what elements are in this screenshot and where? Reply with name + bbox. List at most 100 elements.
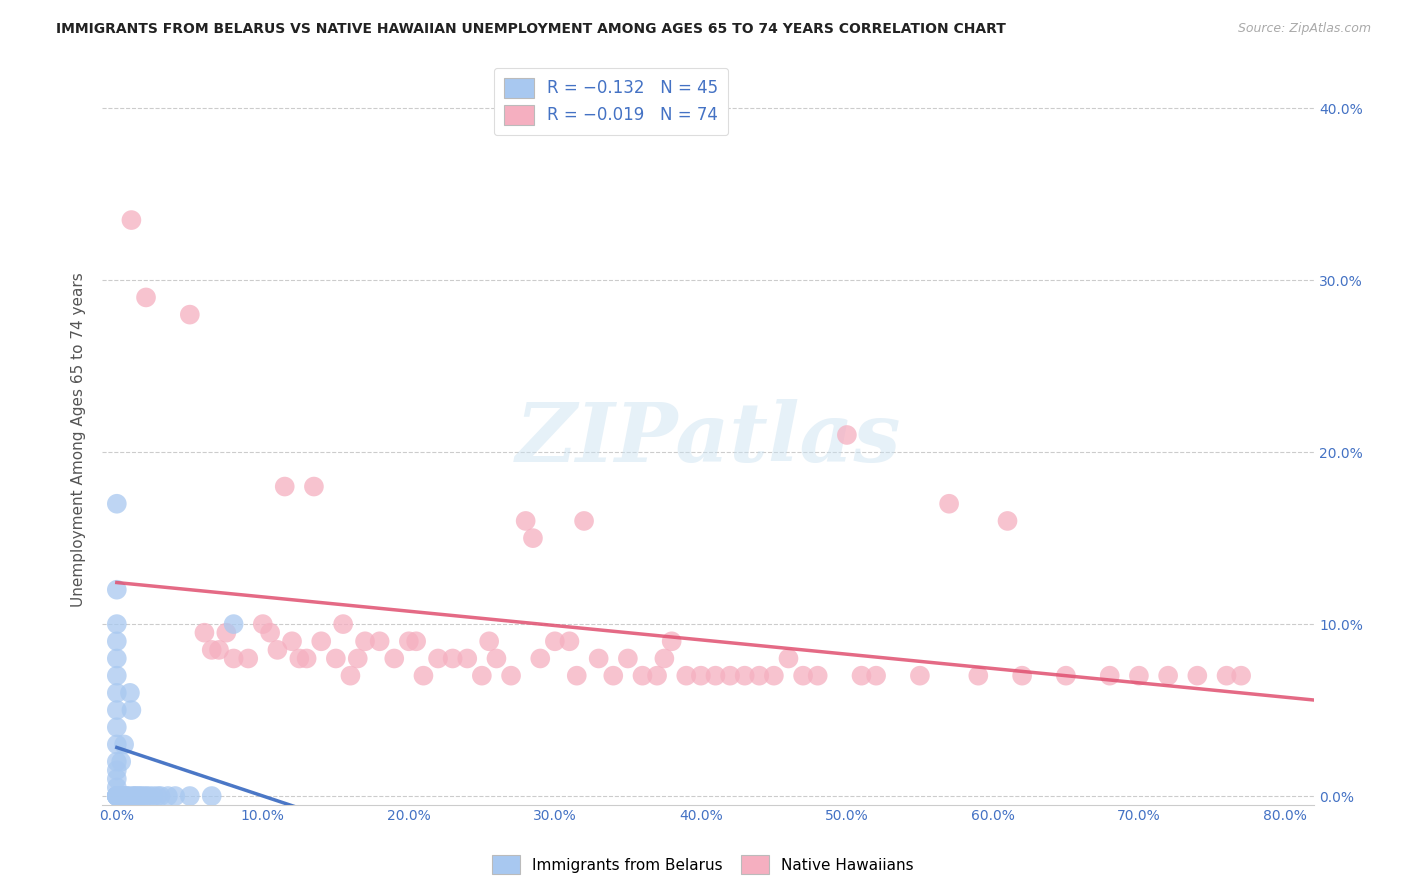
Point	[704, 668, 727, 682]
Point	[238, 651, 260, 665]
Point	[105, 789, 128, 803]
Point	[111, 789, 134, 803]
Point	[135, 789, 157, 803]
Point	[851, 668, 873, 682]
Point	[117, 789, 139, 803]
Point	[368, 634, 391, 648]
Point	[288, 651, 311, 665]
Point	[654, 651, 676, 665]
Point	[105, 789, 128, 803]
Point	[105, 703, 128, 717]
Point	[105, 780, 128, 795]
Point	[346, 651, 368, 665]
Point	[835, 428, 858, 442]
Point	[908, 668, 931, 682]
Point	[1098, 668, 1121, 682]
Y-axis label: Unemployment Among Ages 65 to 74 years: Unemployment Among Ages 65 to 74 years	[72, 272, 86, 607]
Point	[675, 668, 697, 682]
Point	[118, 686, 141, 700]
Point	[565, 668, 588, 682]
Point	[266, 643, 288, 657]
Point	[124, 789, 146, 803]
Point	[602, 668, 624, 682]
Point	[398, 634, 420, 648]
Point	[208, 643, 231, 657]
Text: Source: ZipAtlas.com: Source: ZipAtlas.com	[1237, 22, 1371, 36]
Point	[110, 755, 132, 769]
Point	[105, 789, 128, 803]
Point	[146, 789, 169, 803]
Point	[938, 497, 960, 511]
Point	[441, 651, 464, 665]
Point	[156, 789, 179, 803]
Point	[252, 617, 274, 632]
Point	[105, 738, 128, 752]
Point	[332, 617, 354, 632]
Point	[259, 625, 281, 640]
Point	[718, 668, 741, 682]
Point	[529, 651, 551, 665]
Point	[865, 668, 887, 682]
Point	[485, 651, 508, 665]
Point	[274, 479, 297, 493]
Point	[105, 789, 128, 803]
Point	[135, 290, 157, 304]
Point	[302, 479, 325, 493]
Point	[471, 668, 494, 682]
Point	[631, 668, 654, 682]
Point	[149, 789, 172, 803]
Point	[1011, 668, 1033, 682]
Point	[105, 720, 128, 734]
Point	[105, 789, 128, 803]
Point	[105, 634, 128, 648]
Point	[515, 514, 537, 528]
Point	[129, 789, 152, 803]
Point	[281, 634, 304, 648]
Point	[645, 668, 668, 682]
Point	[105, 497, 128, 511]
Point	[115, 789, 138, 803]
Point	[558, 634, 581, 648]
Point	[128, 789, 150, 803]
Point	[967, 668, 990, 682]
Point	[748, 668, 770, 682]
Point	[105, 789, 128, 803]
Point	[110, 789, 132, 803]
Text: ZIPatlas: ZIPatlas	[516, 400, 901, 479]
Point	[179, 789, 201, 803]
Point	[309, 634, 332, 648]
Point	[997, 514, 1019, 528]
Point	[105, 668, 128, 682]
Point	[105, 651, 128, 665]
Point	[112, 738, 135, 752]
Point	[105, 755, 128, 769]
Point	[105, 763, 128, 777]
Point	[138, 789, 160, 803]
Point	[120, 213, 142, 227]
Point	[412, 668, 434, 682]
Point	[325, 651, 347, 665]
Point	[193, 625, 215, 640]
Point	[807, 668, 830, 682]
Point	[661, 634, 683, 648]
Point	[120, 703, 142, 717]
Point	[105, 617, 128, 632]
Point	[689, 668, 711, 682]
Point	[165, 789, 187, 803]
Point	[354, 634, 377, 648]
Point	[295, 651, 318, 665]
Point	[792, 668, 814, 682]
Point	[478, 634, 501, 648]
Point	[105, 686, 128, 700]
Point	[405, 634, 427, 648]
Point	[382, 651, 405, 665]
Point	[122, 789, 145, 803]
Point	[114, 789, 136, 803]
Point	[762, 668, 785, 682]
Point	[1230, 668, 1253, 682]
Point	[201, 643, 224, 657]
Point	[1128, 668, 1150, 682]
Point	[105, 582, 128, 597]
Text: IMMIGRANTS FROM BELARUS VS NATIVE HAWAIIAN UNEMPLOYMENT AMONG AGES 65 TO 74 YEAR: IMMIGRANTS FROM BELARUS VS NATIVE HAWAII…	[56, 22, 1007, 37]
Legend: R = −0.132   N = 45, R = −0.019   N = 74: R = −0.132 N = 45, R = −0.019 N = 74	[494, 68, 728, 135]
